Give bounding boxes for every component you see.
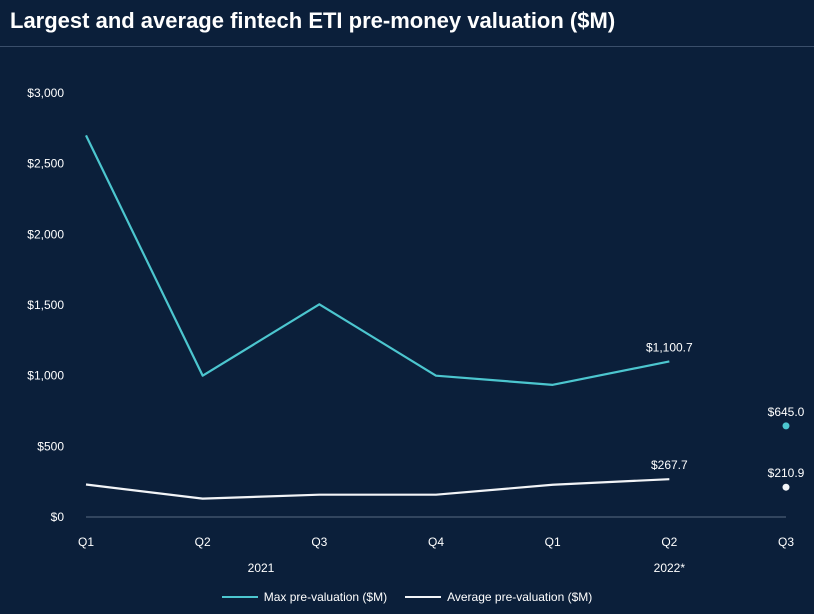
legend-item-max: Max pre-valuation ($M) <box>221 590 388 604</box>
data-points <box>782 422 790 491</box>
legend-swatch-average <box>405 596 442 598</box>
series-point-1 <box>782 483 790 491</box>
data-label: $1,100.7 <box>646 340 693 354</box>
year-group-label: 2022* <box>654 561 686 575</box>
x-tick-label: Q4 <box>428 535 444 549</box>
axes: $0 $500 $1,000 $1,500 $2,000 $2,500 $3,000 Q1 Q2… <box>27 86 794 575</box>
legend-label-average: Average pre-valuation ($M) <box>447 590 593 604</box>
y-tick-label: $2,500 <box>27 157 64 171</box>
x-tick-label: Q2 <box>661 535 677 549</box>
y-tick-label: $1,000 <box>27 369 64 383</box>
legend-label-max: Max pre-valuation ($M) <box>263 590 388 604</box>
legend: Max pre-valuation ($M) Average pre-valua… <box>0 590 814 604</box>
y-tick-label: $1,500 <box>27 298 64 312</box>
legend-swatch-max <box>221 596 258 598</box>
chart-title: Largest and average fintech ETI pre-mone… <box>10 8 616 33</box>
series-lines <box>85 134 670 500</box>
legend-item-average: Average pre-valuation ($M) <box>405 590 592 604</box>
year-group-label: 2021 <box>248 561 275 575</box>
x-tick-label: Q1 <box>545 535 561 549</box>
data-label: $210.9 <box>768 466 805 480</box>
data-labels: $1,100.7 $645.0 $267.7 $210.9 <box>646 340 805 480</box>
data-label: $267.7 <box>651 458 688 472</box>
x-tick-label: Q3 <box>311 535 327 549</box>
y-tick-label: $3,000 <box>27 86 64 100</box>
series-line-0 <box>85 134 670 386</box>
y-tick-label: $0 <box>51 510 65 524</box>
y-tick-label: $500 <box>37 439 64 453</box>
data-label: $645.0 <box>768 405 805 419</box>
line-chart: $0 $500 $1,000 $1,500 $2,000 $2,500 $3,000 Q1 Q2… <box>27 86 805 575</box>
series-line-1 <box>85 478 670 500</box>
x-tick-label: Q3 <box>778 535 794 549</box>
x-tick-label: Q1 <box>78 535 94 549</box>
x-tick-label: Q2 <box>195 535 211 549</box>
series-point-0 <box>782 422 790 430</box>
title-bar: Largest and average fintech ETI pre-mone… <box>0 0 814 47</box>
y-tick-label: $2,000 <box>27 227 64 241</box>
